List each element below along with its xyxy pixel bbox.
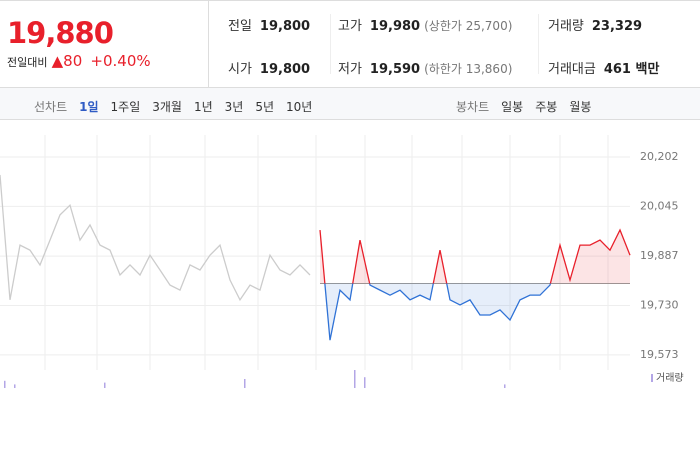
line — [0, 174, 311, 302]
stat-label: 고가 — [338, 19, 362, 34]
change-amount: ▲80 — [51, 52, 83, 70]
tab[interactable]: 일봉 — [501, 100, 524, 114]
line-up — [319, 228, 631, 284]
toolbar — [0, 88, 700, 120]
stat-note: (하한가 13,860) — [424, 62, 513, 76]
volume-bar — [504, 384, 506, 388]
legend-label: 거래량 — [656, 372, 684, 384]
price: 19,880 — [7, 16, 114, 50]
stat-label: 거래대금 — [548, 62, 596, 77]
stat: 고가 19,980 (상한가 25,700) — [338, 15, 512, 34]
stat-value: 19,980 — [369, 19, 421, 34]
stat-label: 저가 — [338, 62, 362, 77]
y-tick-label: 19,730 — [640, 299, 679, 312]
stat-value: 461 백만 — [603, 62, 660, 77]
tab[interactable]: 월봉 — [569, 100, 592, 114]
stat-value: 19,590 — [369, 62, 421, 77]
tab[interactable]: 1일 — [79, 100, 99, 114]
stat: 거래량 23,329 — [548, 15, 642, 34]
tab-label: 봉차트 — [456, 100, 490, 114]
header-box — [0, 0, 700, 88]
volume-bar — [104, 382, 106, 388]
volume-bar — [14, 384, 16, 388]
stat: 전일 19,800 — [228, 15, 310, 34]
tab-label: 선차트 — [34, 100, 68, 114]
stat-value: 19,800 — [259, 19, 311, 34]
stat-note: (상한가 25,700) — [424, 19, 513, 33]
tab[interactable]: 1주일 — [110, 100, 141, 114]
stat-label: 시가 — [228, 62, 252, 77]
stat: 저가 19,590 (하한가 13,860) — [338, 58, 512, 77]
change-pct: +0.40% — [90, 52, 151, 70]
y-tick-label: 19,887 — [640, 249, 679, 262]
change: 전일대비 ▲80 +0.40% — [7, 52, 151, 70]
candle-tabs: 봉차트 일봉 주봉 월봉 — [456, 96, 603, 115]
stat: 시가 19,800 — [228, 58, 310, 77]
volume-bar — [244, 379, 246, 388]
volume-bar — [364, 377, 366, 388]
stat-label: 거래량 — [548, 19, 584, 34]
line-tabs: 선차트 1일 1주일 3개월 1년 3년 5년 10년 — [34, 96, 324, 115]
tab[interactable]: 10년 — [286, 100, 313, 114]
y-tick-label: 19,573 — [640, 348, 679, 361]
y-tick-label: 20,202 — [640, 150, 679, 163]
stat-value: 19,800 — [259, 62, 311, 77]
change-label: 전일대비 — [7, 56, 48, 69]
tab[interactable]: 주봉 — [535, 100, 558, 114]
area-down — [320, 283, 630, 341]
volume-bar — [4, 380, 6, 388]
tab[interactable]: 3개월 — [152, 100, 182, 114]
area-up — [320, 230, 630, 284]
stat-label: 전일 — [228, 19, 252, 34]
divider — [538, 14, 539, 74]
tab[interactable]: 5년 — [255, 100, 275, 114]
divider — [208, 0, 209, 88]
line-down — [324, 283, 552, 341]
y-tick-label: 20,045 — [640, 199, 679, 212]
stat: 거래대금 461 백만 — [548, 58, 659, 77]
tab[interactable]: 3년 — [224, 100, 244, 114]
volume-bar — [354, 370, 356, 388]
tab[interactable]: 1년 — [193, 100, 213, 114]
stat-value: 23,329 — [591, 19, 643, 34]
divider — [330, 14, 331, 74]
legend-swatch — [651, 374, 653, 382]
